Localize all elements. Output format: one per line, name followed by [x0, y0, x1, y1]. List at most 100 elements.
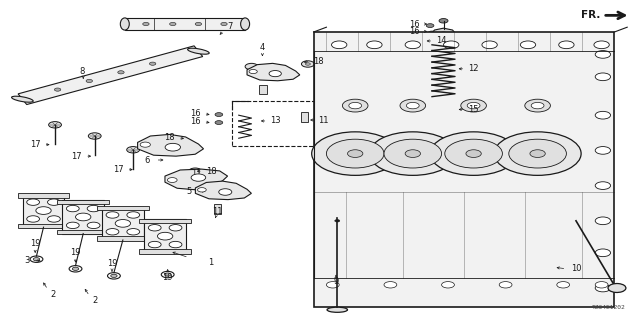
Circle shape [47, 199, 60, 205]
Text: 15: 15 [468, 105, 479, 114]
Circle shape [367, 41, 382, 49]
Circle shape [520, 41, 536, 49]
Bar [125, 18, 245, 30]
Circle shape [405, 150, 420, 157]
Circle shape [326, 282, 339, 288]
Circle shape [342, 99, 368, 112]
Bar [232, 101, 319, 146]
Bar [145, 220, 186, 253]
Circle shape [67, 205, 79, 212]
Circle shape [30, 256, 43, 262]
Circle shape [111, 274, 117, 277]
Circle shape [54, 88, 61, 91]
Bar [259, 85, 267, 94]
Polygon shape [195, 181, 252, 200]
Ellipse shape [327, 307, 348, 312]
Bar [18, 193, 70, 198]
Circle shape [27, 216, 40, 222]
Circle shape [442, 282, 454, 288]
Text: FR.: FR. [581, 10, 600, 20]
Circle shape [348, 150, 363, 157]
Circle shape [269, 70, 282, 77]
Bar [102, 207, 144, 240]
Circle shape [426, 24, 434, 28]
Text: 9: 9 [333, 277, 339, 286]
Circle shape [27, 199, 40, 205]
Circle shape [165, 143, 180, 151]
Circle shape [33, 258, 40, 261]
Text: 7: 7 [228, 22, 233, 31]
Ellipse shape [188, 48, 209, 54]
Circle shape [595, 147, 611, 154]
Text: 1: 1 [209, 258, 214, 267]
Circle shape [595, 73, 611, 81]
Circle shape [438, 98, 449, 104]
Circle shape [400, 99, 426, 112]
Circle shape [150, 62, 156, 65]
Circle shape [143, 22, 149, 26]
Bar [23, 194, 65, 228]
Circle shape [245, 63, 258, 70]
Polygon shape [165, 169, 228, 190]
Circle shape [249, 69, 257, 74]
Circle shape [369, 132, 456, 175]
Circle shape [482, 41, 497, 49]
Bar [58, 230, 109, 235]
Circle shape [594, 41, 609, 49]
Circle shape [595, 51, 611, 58]
Text: 16: 16 [410, 27, 420, 36]
Circle shape [86, 79, 93, 83]
Circle shape [148, 241, 161, 248]
Circle shape [335, 220, 340, 222]
Bar [97, 206, 148, 211]
Bar [18, 224, 70, 228]
Circle shape [525, 99, 550, 112]
Circle shape [198, 188, 206, 192]
Text: 19: 19 [163, 273, 173, 282]
Circle shape [115, 220, 131, 227]
Circle shape [87, 222, 100, 228]
Bar [191, 173, 199, 182]
Circle shape [559, 41, 574, 49]
Text: 17: 17 [30, 140, 40, 149]
Text: 2: 2 [92, 296, 97, 305]
Circle shape [140, 142, 150, 147]
Circle shape [49, 122, 61, 128]
Text: 3: 3 [24, 256, 29, 265]
Circle shape [301, 61, 314, 67]
Text: 12: 12 [468, 64, 479, 73]
Text: 14: 14 [436, 36, 447, 45]
Text: 19: 19 [70, 248, 81, 257]
Circle shape [47, 216, 60, 222]
Circle shape [595, 249, 611, 257]
Circle shape [127, 147, 140, 153]
Circle shape [384, 139, 442, 168]
Bar [58, 200, 109, 204]
Circle shape [163, 139, 167, 141]
Circle shape [87, 205, 100, 212]
Circle shape [494, 132, 581, 175]
Circle shape [595, 217, 611, 225]
Circle shape [88, 133, 101, 139]
Bar [97, 236, 148, 241]
Text: 5: 5 [186, 188, 191, 196]
Text: 18: 18 [314, 57, 324, 66]
Text: 16: 16 [410, 20, 420, 28]
Circle shape [467, 102, 480, 109]
Circle shape [67, 222, 79, 228]
Ellipse shape [12, 96, 33, 102]
Circle shape [169, 225, 182, 231]
Text: 11: 11 [318, 116, 328, 124]
Bar [214, 204, 221, 214]
Circle shape [438, 32, 449, 37]
Circle shape [36, 207, 51, 214]
Circle shape [595, 284, 611, 292]
Circle shape [127, 212, 140, 218]
Circle shape [76, 213, 91, 221]
Text: 18: 18 [164, 133, 175, 142]
Circle shape [509, 139, 566, 168]
Circle shape [164, 273, 171, 276]
Circle shape [406, 102, 419, 109]
Polygon shape [314, 32, 614, 307]
Circle shape [530, 150, 545, 157]
